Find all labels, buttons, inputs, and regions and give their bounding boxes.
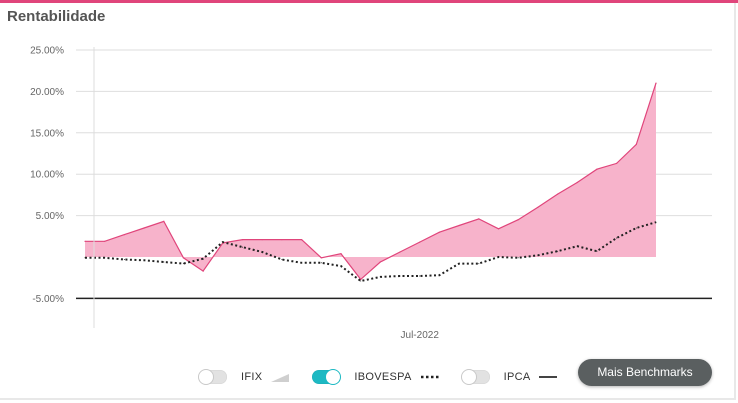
ipca-label: IPCA [503,371,531,383]
top-accent-bar [0,0,738,3]
fund-point [419,241,421,243]
fund-area-series [84,82,657,281]
fund-point [143,227,145,229]
ifix-label: IFIX [241,371,263,383]
y-tick-label: 20.00% [30,87,64,98]
fund-point [84,240,86,242]
ifix-toggle[interactable] [198,369,227,385]
ibovespa-point [616,237,618,239]
ibovespa-point [438,274,440,276]
fund-point [458,224,460,227]
ibovespa-point [163,261,165,263]
ibovespa-point [320,262,322,264]
ibovespa-point [84,257,86,259]
toggle-knob [460,369,477,385]
ibovespa-series [84,221,657,283]
dotted-line-symbol-icon [420,375,439,379]
fund-point [301,239,303,241]
fund-point [655,82,657,84]
ipca-toggle[interactable] [460,369,490,385]
fund-point [517,219,519,221]
ibovespa-point [498,256,499,258]
fund-point [340,253,342,255]
y-tick-label: 10.00% [30,170,64,181]
fund-point [635,143,637,145]
fund-point [399,251,401,253]
fund-point [123,234,125,236]
card-title: Rentabilidade [7,8,106,25]
ibovespa-point [143,259,145,261]
ibovespa-label: IBOVESPA [354,371,412,383]
ibovespa-point [655,221,657,223]
ibovespa-line [85,221,657,283]
fund-area [85,83,656,280]
ibovespa-point [458,263,460,265]
fund-point [281,239,283,241]
fund-point [379,261,381,263]
fund-point [478,218,480,220]
ibovespa-point [635,227,637,229]
ibovespa-toggle[interactable] [312,369,342,385]
toggle-knob [325,369,342,385]
fund-point [241,239,244,241]
ibovespa-point [182,263,184,265]
ibovespa-point [360,280,362,282]
ibovespa-point [537,254,539,256]
ibovespa-point [242,246,243,248]
ibovespa-point [340,265,342,267]
fund-point [202,270,204,272]
ibovespa-point [419,275,421,277]
fund-point [497,228,500,230]
fund-point [261,239,263,241]
ibovespa-point [261,251,263,253]
fund-point [163,220,165,222]
fund-line [85,82,657,281]
ibovespa-point [379,276,381,278]
fund-point [557,193,559,195]
ibovespa-point [123,259,125,260]
y-tick-label: 5.00% [36,211,64,222]
ibovespa-point [478,263,480,265]
tick-labels: 25.00% 20.00% 15.00% 10.00% 5.00% -5.00% Jul-2… [30,46,439,342]
fund-point [320,257,322,259]
x-tick-label: Jul-2022 [401,330,440,341]
axes [76,47,712,328]
fund-point [616,162,618,164]
rentabilidade-chart: 25.00% 20.00% 15.00% 10.00% 5.00% -5.00% Jul-2… [30,46,712,342]
y-tick-label: -5.00% [32,294,64,305]
more-benchmarks-button[interactable]: Mais Benchmarks [578,359,712,386]
ibovespa-point [596,250,598,252]
fund-point [438,231,440,233]
ibovespa-point [222,241,224,243]
ibovespa-point [576,245,578,247]
ibovespa-point [557,250,559,252]
fund-point [182,257,184,259]
ibovespa-point [104,257,106,259]
benchmark-legend: IFIX IBOVESPA IPCA [198,366,558,388]
solid-line-symbol-icon [539,376,558,378]
fund-point [576,181,578,184]
fund-point [596,168,598,170]
ibovespa-point [517,257,519,259]
ibovespa-point [202,258,204,260]
y-tick-label: 25.00% [30,46,64,57]
ibovespa-point [399,275,401,277]
grid-lines [76,49,712,217]
y-tick-label: 15.00% [30,128,64,139]
ibovespa-point [301,262,303,264]
ibovespa-point [281,259,283,260]
fund-point [537,206,539,208]
toggle-knob [198,369,214,385]
area-symbol-icon [271,374,290,382]
fund-point [104,240,106,242]
